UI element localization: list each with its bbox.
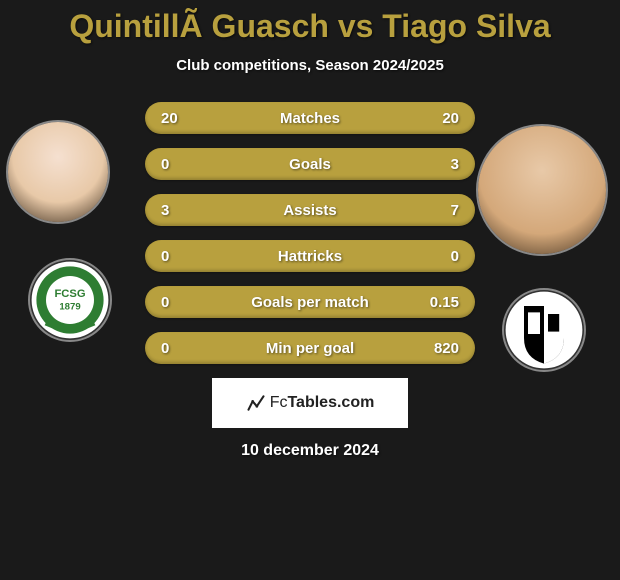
footer-attribution: FcTables.com — [212, 378, 408, 428]
subtitle: Club competitions, Season 2024/2025 — [0, 57, 620, 74]
stat-right-value: 7 — [409, 202, 459, 219]
svg-text:1879: 1879 — [59, 302, 80, 313]
club-crest-icon — [504, 290, 584, 370]
svg-text:FCSG: FCSG — [54, 288, 85, 300]
stat-right-value: 820 — [409, 340, 459, 357]
stat-right-value: 0.15 — [409, 294, 459, 311]
stat-row: 0 Goals per match 0.15 — [145, 286, 475, 318]
stat-left-value: 0 — [161, 156, 211, 173]
stat-label: Hattricks — [211, 248, 409, 265]
stat-row: 3 Assists 7 — [145, 194, 475, 226]
brand-prefix: Fc — [270, 394, 288, 411]
page-title: QuintillÃ Guasch vs Tiago Silva — [0, 0, 620, 45]
stat-left-value: 0 — [161, 340, 211, 357]
club-left-badge: FCSG 1879 — [28, 258, 112, 342]
stat-right-value: 20 — [409, 110, 459, 127]
player-face-icon — [478, 126, 606, 254]
brand-text: FcTables.com — [270, 394, 375, 412]
date-text: 10 december 2024 — [0, 442, 620, 460]
brand-suffix: Tables.com — [287, 394, 374, 411]
stat-label: Min per goal — [211, 340, 409, 357]
stat-label: Assists — [211, 202, 409, 219]
stat-row: 0 Goals 3 — [145, 148, 475, 180]
club-right-badge — [502, 288, 586, 372]
stat-right-value: 3 — [409, 156, 459, 173]
fctables-logo-icon — [246, 393, 266, 413]
stat-left-value: 0 — [161, 294, 211, 311]
stat-label: Goals — [211, 156, 409, 173]
stat-left-value: 0 — [161, 248, 211, 265]
stat-row: 0 Min per goal 820 — [145, 332, 475, 364]
player-face-icon — [8, 122, 108, 222]
stat-right-value: 0 — [409, 248, 459, 265]
stat-label: Goals per match — [211, 294, 409, 311]
club-crest-icon: FCSG 1879 — [30, 260, 110, 340]
player-left-avatar — [6, 120, 110, 224]
stat-row: 20 Matches 20 — [145, 102, 475, 134]
stat-left-value: 3 — [161, 202, 211, 219]
stat-left-value: 20 — [161, 110, 211, 127]
stat-row: 0 Hattricks 0 — [145, 240, 475, 272]
stat-label: Matches — [211, 110, 409, 127]
player-right-avatar — [476, 124, 608, 256]
